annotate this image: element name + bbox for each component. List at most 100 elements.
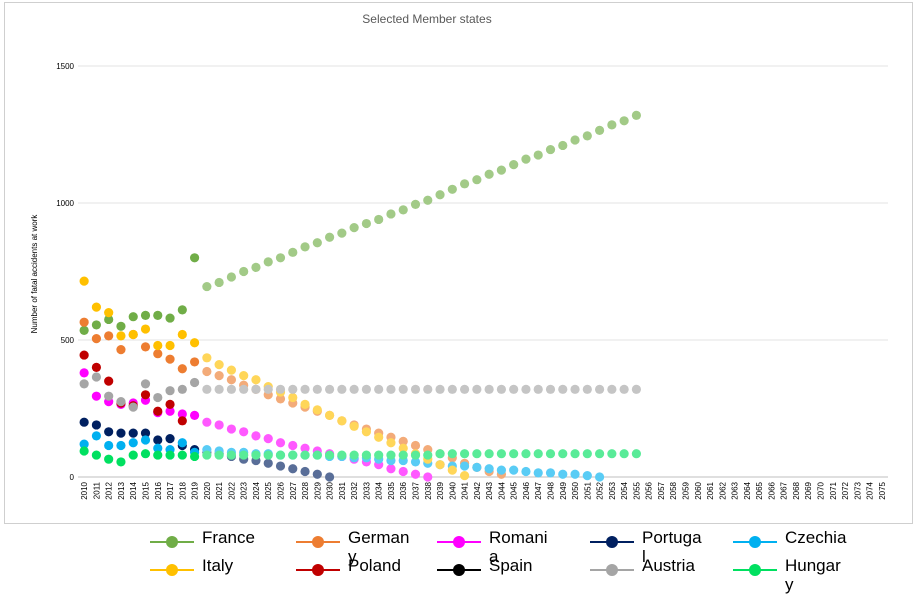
point-italy bbox=[202, 353, 211, 362]
point-germany bbox=[141, 342, 150, 351]
point-austria bbox=[411, 385, 420, 394]
x-tick-label: 2010 bbox=[80, 481, 89, 499]
point-hungary bbox=[448, 449, 457, 458]
point-austria bbox=[595, 385, 604, 394]
x-tick-label: 2064 bbox=[743, 481, 752, 499]
point-italy bbox=[80, 276, 89, 285]
y-tick-labels: 050010001500 bbox=[56, 62, 74, 482]
x-tick-label: 2065 bbox=[755, 481, 764, 499]
x-tick-label: 2066 bbox=[767, 481, 776, 499]
point-portugal bbox=[116, 429, 125, 438]
point-poland bbox=[153, 407, 162, 416]
x-tick-label: 2034 bbox=[375, 481, 384, 499]
point-france bbox=[399, 205, 408, 214]
point-hungary bbox=[300, 450, 309, 459]
point-hungary bbox=[460, 449, 469, 458]
point-hungary bbox=[202, 450, 211, 459]
point-austria bbox=[350, 385, 359, 394]
point-hungary bbox=[386, 450, 395, 459]
point-france bbox=[374, 215, 383, 224]
point-france bbox=[178, 305, 187, 314]
point-france bbox=[521, 155, 530, 164]
x-tick-label: 2041 bbox=[461, 481, 470, 499]
x-tick-label: 2015 bbox=[142, 481, 151, 499]
point-france bbox=[227, 272, 236, 281]
point-hungary bbox=[325, 450, 334, 459]
point-czechia bbox=[570, 470, 579, 479]
point-france bbox=[116, 322, 125, 331]
x-tick-label: 2072 bbox=[841, 481, 850, 499]
point-italy bbox=[116, 331, 125, 340]
x-tick-label: 2018 bbox=[178, 481, 187, 499]
x-tick-label: 2016 bbox=[154, 481, 163, 499]
point-hungary bbox=[288, 450, 297, 459]
point-italy bbox=[374, 433, 383, 442]
point-romania bbox=[411, 470, 420, 479]
legend-marker bbox=[453, 564, 465, 576]
point-hungary bbox=[374, 450, 383, 459]
point-austria bbox=[632, 385, 641, 394]
x-tick-label: 2038 bbox=[424, 481, 433, 499]
x-tick-label: 2030 bbox=[326, 481, 335, 499]
x-tick-label: 2021 bbox=[215, 481, 224, 499]
point-romania bbox=[227, 424, 236, 433]
point-hungary bbox=[558, 449, 567, 458]
x-tick-label: 2013 bbox=[117, 481, 126, 499]
x-tick-label: 2023 bbox=[240, 481, 249, 499]
point-austria bbox=[399, 385, 408, 394]
point-germany bbox=[80, 318, 89, 327]
x-tick-label: 2037 bbox=[412, 481, 421, 499]
point-austria bbox=[104, 392, 113, 401]
x-tick-label: 2024 bbox=[252, 481, 261, 499]
point-austria bbox=[558, 385, 567, 394]
point-romania bbox=[399, 467, 408, 476]
point-france bbox=[448, 185, 457, 194]
point-italy bbox=[215, 360, 224, 369]
point-austria bbox=[288, 385, 297, 394]
point-austria bbox=[190, 378, 199, 387]
x-tick-label: 2067 bbox=[780, 481, 789, 499]
point-poland bbox=[178, 416, 187, 425]
point-poland bbox=[104, 377, 113, 386]
x-tick-label: 2063 bbox=[731, 481, 740, 499]
point-hungary bbox=[141, 449, 150, 458]
point-france bbox=[558, 141, 567, 150]
point-portugal bbox=[288, 464, 297, 473]
point-czechia bbox=[583, 471, 592, 480]
point-italy bbox=[300, 400, 309, 409]
point-germany bbox=[165, 355, 174, 364]
point-austria bbox=[509, 385, 518, 394]
point-czechia bbox=[595, 472, 604, 481]
point-france bbox=[620, 116, 629, 125]
point-austria bbox=[448, 385, 457, 394]
point-france bbox=[92, 320, 101, 329]
x-tick-label: 2019 bbox=[191, 481, 200, 499]
point-portugal bbox=[104, 427, 113, 436]
point-hungary bbox=[362, 450, 371, 459]
x-tick-labels: 2010 2011 2012 2013 2014 2015 2016 2017 2018 2019… bbox=[80, 481, 887, 499]
legend-item-austria: Austria bbox=[590, 558, 740, 592]
point-czechia bbox=[116, 441, 125, 450]
point-france bbox=[313, 238, 322, 247]
x-tick-label: 2069 bbox=[804, 481, 813, 499]
point-romania bbox=[264, 434, 273, 443]
point-germany bbox=[116, 345, 125, 354]
point-hungary bbox=[546, 449, 555, 458]
x-tick-label: 2048 bbox=[547, 481, 556, 499]
point-czechia bbox=[472, 463, 481, 472]
point-hungary bbox=[337, 450, 346, 459]
point-romania bbox=[80, 368, 89, 377]
x-tick-label: 2039 bbox=[436, 481, 445, 499]
point-italy bbox=[141, 324, 150, 333]
point-austria bbox=[472, 385, 481, 394]
x-tick-label: 2075 bbox=[878, 481, 887, 499]
point-france bbox=[337, 229, 346, 238]
point-hungary bbox=[534, 449, 543, 458]
x-tick-label: 2042 bbox=[473, 481, 482, 499]
point-austria bbox=[300, 385, 309, 394]
point-hungary bbox=[497, 449, 506, 458]
point-france bbox=[534, 150, 543, 159]
point-germany bbox=[190, 357, 199, 366]
legend-marker bbox=[749, 564, 761, 576]
point-france bbox=[460, 179, 469, 188]
